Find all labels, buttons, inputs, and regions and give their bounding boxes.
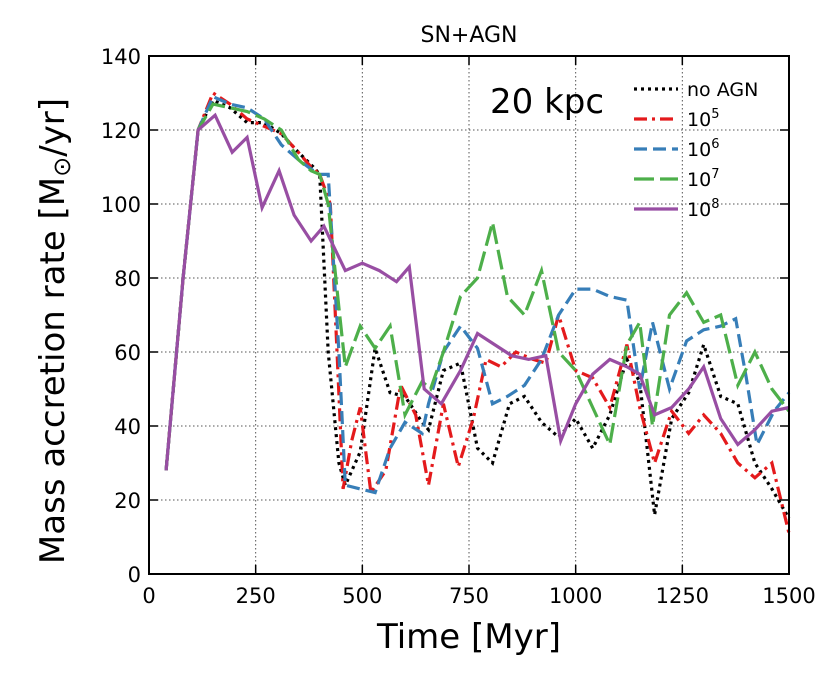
legend-label-base: 10 bbox=[687, 199, 711, 221]
y-tick-label: 60 bbox=[114, 341, 141, 365]
legend-label-3: 107 bbox=[687, 167, 719, 191]
series-line-0 bbox=[164, 98, 791, 520]
series-layer bbox=[164, 90, 791, 534]
x-tick-label: 750 bbox=[449, 584, 489, 608]
x-tick-label: 1250 bbox=[656, 584, 709, 608]
legend-label-exponent: 6 bbox=[711, 137, 719, 152]
y-tick-label: 140 bbox=[101, 45, 141, 69]
x-tick-label: 500 bbox=[342, 584, 382, 608]
grid bbox=[149, 56, 789, 574]
y-tick-label: 20 bbox=[114, 489, 141, 513]
x-tick-label: 0 bbox=[142, 584, 155, 608]
series-line-3 bbox=[164, 102, 791, 471]
legend-label-base: 10 bbox=[687, 139, 711, 161]
x-axis-title: Time [Myr] bbox=[376, 617, 561, 657]
y-axis-title: Mass accretion rate [M⊙/yr] bbox=[33, 98, 76, 564]
y-tick-label: 0 bbox=[128, 563, 141, 587]
legend-label-exponent: 5 bbox=[711, 107, 719, 122]
y-tick-label: 120 bbox=[101, 119, 141, 143]
y-axis-title-sun-symbol: ⊙ bbox=[48, 157, 76, 177]
y-axis-title-suffix: /yr] bbox=[33, 98, 73, 157]
legend-label-base: 10 bbox=[687, 169, 711, 191]
legend-label-1: 105 bbox=[687, 107, 719, 131]
legend-label-exponent: 7 bbox=[711, 167, 719, 182]
x-tick-label: 1000 bbox=[549, 584, 602, 608]
y-axis-title-prefix: Mass accretion rate [M bbox=[33, 177, 73, 564]
chart-title: SN+AGN bbox=[420, 23, 517, 48]
legend-label-0: no AGN bbox=[687, 79, 758, 101]
legend-label-2: 106 bbox=[687, 137, 719, 161]
series-line-2 bbox=[164, 94, 791, 495]
series-line-4 bbox=[164, 112, 790, 471]
legend-label-base: 10 bbox=[687, 109, 711, 131]
y-tick-label: 80 bbox=[114, 267, 141, 291]
x-tick-label: 1500 bbox=[762, 584, 815, 608]
x-tick-label: 250 bbox=[236, 584, 276, 608]
ticks: 0 250 500 750 1000 1250 1500 0 20 40 60 80 100 120 140 bbox=[101, 45, 816, 608]
legend-label-4: 108 bbox=[687, 197, 719, 221]
legend-label-exponent: 8 bbox=[711, 197, 719, 212]
series-line-1 bbox=[164, 90, 791, 534]
radius-annotation: 20 kpc bbox=[490, 82, 604, 122]
y-tick-label: 100 bbox=[101, 193, 141, 217]
legend-label-base: no AGN bbox=[687, 79, 758, 101]
y-tick-label: 40 bbox=[114, 415, 141, 439]
